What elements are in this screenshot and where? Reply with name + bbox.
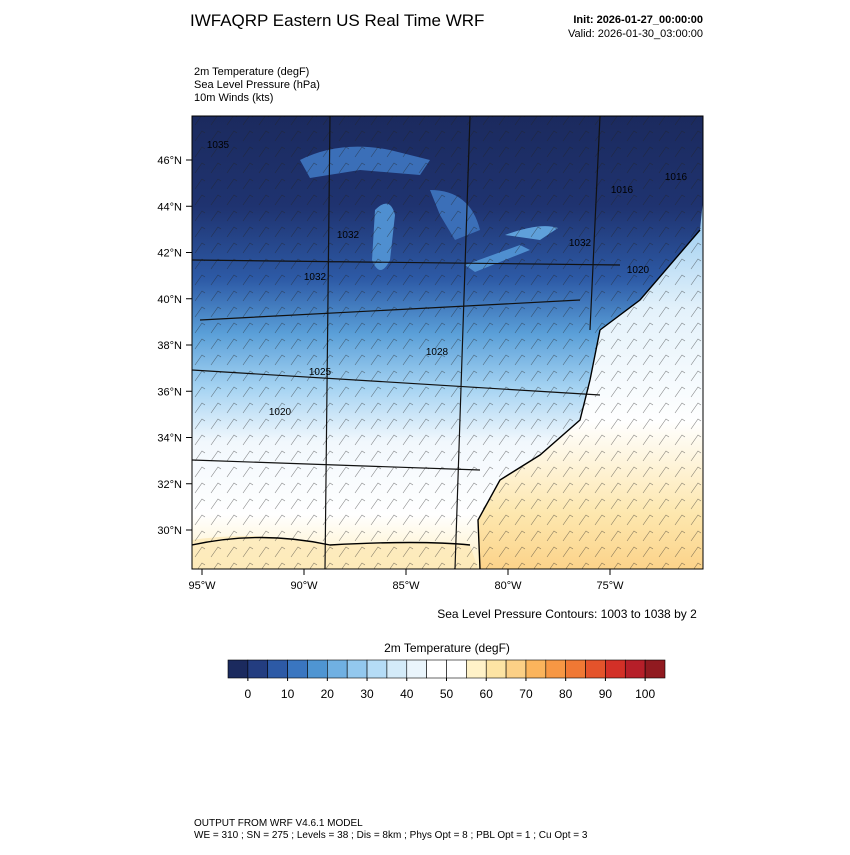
colorbar-box [287,659,308,679]
lon-label: 80°W [494,580,522,592]
colorbar-title: 2m Temperature (degF) [384,641,510,655]
colorbar-box [525,659,547,679]
colorbar-label: 100 [635,687,655,701]
colorbar-box [545,659,566,679]
footer-details: WE = 310 ; SN = 275 ; Levels = 38 ; Dis … [194,830,588,841]
init-time: Init: 2026-01-27_00:00:00 [573,14,703,26]
state-borders [192,116,621,569]
lat-label: 32°N [157,479,182,491]
lat-label: 46°N [157,155,182,167]
lat-label: 42°N [157,248,182,260]
field-label: 2m Temperature (degF) [194,66,309,78]
colorbar-box [227,659,249,679]
colorbar-box [565,659,586,679]
lon-label: 75°W [596,580,624,592]
contour-label: 1025 [309,367,332,378]
colorbar-label: 60 [480,687,494,701]
contour-label: 1020 [627,265,650,276]
colorbar-label: 50 [440,687,454,701]
colorbar-label: 70 [519,687,533,701]
colorbar-box [426,659,447,679]
contour-label: 1032 [304,272,327,283]
contour-label: 1035 [207,140,230,151]
colorbar-box [605,659,626,679]
lon-label: 90°W [290,580,318,592]
colorbar-box [327,659,348,679]
valid-time: Valid: 2026-01-30_03:00:00 [568,28,703,40]
colorbar-box [307,659,328,679]
lat-label: 30°N [157,525,182,537]
lat-label: 44°N [157,201,182,213]
colorbar-label: 80 [559,687,573,701]
lat-label: 36°N [157,386,182,398]
field-label: Sea Level Pressure (hPa) [194,79,320,91]
colorbar-label: 0 [245,687,252,701]
colorbar-box [406,659,427,679]
colorbar-box [346,659,368,679]
contour-note: Sea Level Pressure Contours: 1003 to 103… [437,607,697,621]
contour-label: 1032 [337,230,360,241]
colorbar-box [267,659,288,679]
colorbar-box [386,659,408,679]
colorbar-label: 20 [321,687,335,701]
colorbar-box [505,659,527,679]
colorbar-label: 90 [599,687,613,701]
lat-label: 38°N [157,340,182,352]
contour-label: 1020 [269,407,292,418]
colorbar-label: 30 [360,687,374,701]
title: IWFAQRP Eastern US Real Time WRF [190,11,484,30]
colorbar-box [446,659,467,679]
wind-barbs [192,116,703,569]
field-label: 10m Winds (kts) [194,92,273,104]
lat-label: 40°N [157,294,182,306]
coastline [192,229,701,569]
map-area [192,116,703,569]
contour-label: 1016 [611,185,634,196]
colorbar-label: 10 [281,687,295,701]
map-frame [191,115,704,570]
lat-label: 34°N [157,433,182,445]
colorbar-box [485,659,507,679]
colorbar-label: 40 [400,687,414,701]
colorbar-box [624,659,646,679]
footer-model: OUTPUT FROM WRF V4.6.1 MODEL [194,818,363,829]
lon-label: 85°W [392,580,420,592]
colorbar-box [366,659,388,679]
colorbar-box [466,659,487,679]
colorbar-box [644,659,666,679]
contour-label: 1032 [569,238,592,249]
contour-label: 1016 [665,172,688,183]
lon-label: 95°W [188,580,216,592]
colorbar-box [585,659,606,679]
contour-label: 1028 [426,347,449,358]
colorbar-box [247,659,269,679]
